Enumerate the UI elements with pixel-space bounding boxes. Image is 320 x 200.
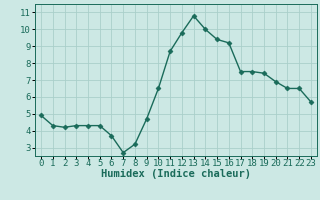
X-axis label: Humidex (Indice chaleur): Humidex (Indice chaleur) (101, 169, 251, 179)
